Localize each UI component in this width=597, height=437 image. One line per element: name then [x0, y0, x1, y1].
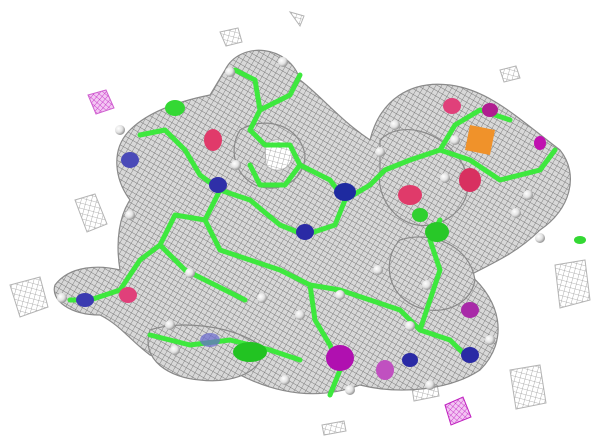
oxygen: [204, 129, 222, 151]
hydrogen: [425, 380, 435, 390]
nitrogen: [402, 353, 418, 367]
stray-mesh: [9, 11, 591, 436]
carbon-density: [425, 222, 449, 242]
hydrogen: [375, 147, 385, 157]
hydrogen: [115, 125, 125, 135]
atoms: [76, 98, 586, 380]
oxygen: [482, 103, 498, 117]
density-blob: [534, 136, 546, 150]
carbon-density: [165, 100, 185, 116]
hydrogens: [57, 57, 545, 395]
density-blob: [326, 345, 354, 371]
nitrogen: [200, 333, 220, 347]
carbon-density: [233, 342, 267, 362]
carbon-density: [412, 208, 428, 222]
hydrogen: [278, 57, 288, 67]
hydrogen: [373, 265, 383, 275]
hydrogen: [231, 160, 241, 170]
oxygen: [398, 185, 422, 205]
oxygen: [461, 302, 479, 318]
hydrogen: [185, 268, 195, 278]
nitrogen: [121, 152, 139, 168]
hydrogen: [125, 210, 135, 220]
hydrogen: [335, 290, 345, 300]
hydrogen: [535, 233, 545, 243]
oxygen: [443, 98, 461, 114]
hydrogen: [422, 280, 432, 290]
nitrogen: [296, 224, 314, 240]
hydrogen: [390, 120, 400, 130]
stray-mesh-magenta: [444, 396, 472, 426]
nitrogen: [461, 347, 479, 363]
density-blob: [376, 360, 394, 380]
stray-mesh-magenta: [87, 89, 115, 115]
hydrogen: [170, 345, 180, 355]
hydrogen: [450, 135, 460, 145]
nitrogen: [334, 183, 356, 201]
hydrogen: [257, 293, 267, 303]
hydrogen: [345, 385, 355, 395]
hydrogen: [440, 173, 450, 183]
carbon-density: [574, 236, 586, 244]
nitrogen: [209, 177, 227, 193]
hydrogen: [511, 208, 521, 218]
phosphorus: [465, 125, 495, 155]
hydrogen: [57, 293, 67, 303]
hydrogen: [405, 321, 415, 331]
hydrogen: [280, 375, 290, 385]
oxygen: [119, 287, 137, 303]
hydrogen: [295, 310, 305, 320]
hydrogen: [225, 67, 235, 77]
hydrogen: [165, 320, 175, 330]
nitrogen: [76, 293, 94, 307]
oxygen: [459, 168, 481, 192]
hydrogen: [523, 190, 533, 200]
hydrogen: [485, 335, 495, 345]
